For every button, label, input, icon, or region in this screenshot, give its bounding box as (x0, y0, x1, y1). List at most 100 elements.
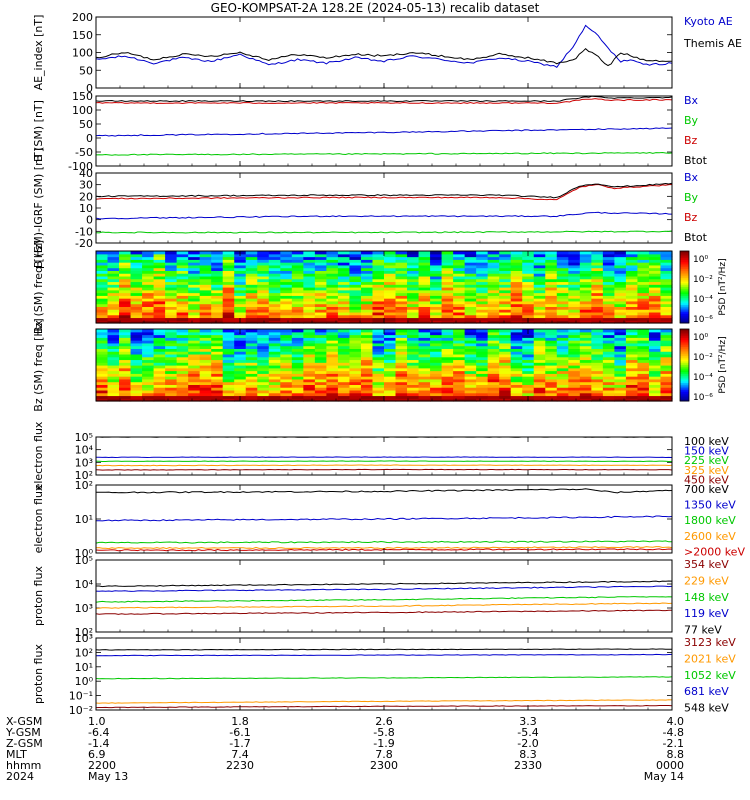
spectrogram-cell (188, 392, 201, 397)
spectrogram-cell (441, 273, 454, 277)
spectrogram-cell (326, 287, 339, 291)
colorbar-segment (680, 365, 689, 368)
spectrogram-cell (522, 373, 535, 377)
spectrogram-cell (130, 281, 143, 285)
spectrogram-cell (130, 267, 143, 271)
spectrogram-cell (591, 384, 604, 388)
spectrogram-cell (660, 309, 673, 313)
spectrogram-cell (522, 267, 535, 271)
spectrogram-cell (107, 384, 120, 388)
spectrogram-cell (165, 262, 178, 266)
spectrogram-cell (499, 381, 512, 385)
spectrogram-cell (533, 337, 546, 341)
spectrogram-cell (487, 309, 500, 313)
spectrogram-cell (188, 337, 201, 341)
spectrogram-cell (153, 337, 166, 341)
spectrogram-cell (637, 284, 650, 288)
spectrogram-cell (314, 365, 327, 369)
spectrogram-cell (487, 256, 500, 260)
spectrogram-cell (245, 392, 258, 397)
spectrogram-cell (407, 267, 420, 271)
spectrogram-cell (545, 398, 558, 402)
spectrogram-cell (291, 314, 304, 319)
spectrogram-cell (533, 353, 546, 358)
spectrogram-cell (349, 387, 362, 391)
spectrogram-cell (188, 270, 201, 274)
spectrogram-cell (637, 267, 650, 271)
y-tick-label: 10⁵ (75, 554, 93, 567)
spectrogram-cell (395, 256, 408, 260)
spectrogram-cell (245, 365, 258, 369)
spectrogram-cell (407, 295, 420, 299)
spectrogram-cell (591, 387, 604, 391)
spectrogram-cell (384, 303, 397, 307)
colorbar-segment (680, 272, 689, 275)
spectrogram-cell (660, 262, 673, 266)
spectrogram-cell (176, 259, 189, 263)
spectrogram-cell (384, 298, 397, 302)
spectrogram-cell (268, 384, 281, 388)
spectrogram-cell (591, 317, 604, 321)
spectrogram-cell (418, 253, 431, 258)
spectrogram-cell (222, 314, 235, 319)
spectrogram-cell (188, 351, 201, 355)
spectrogram-cell (499, 303, 512, 307)
spectrogram-cell (648, 337, 662, 341)
legend-label: Bz (684, 134, 698, 147)
spectrogram-cell (337, 362, 351, 366)
spectrogram-cell (372, 351, 385, 355)
spectrogram-cell (314, 281, 327, 285)
spectrogram-cell (119, 370, 132, 374)
spectrogram-cell (107, 309, 120, 313)
spectrogram-cell (625, 251, 639, 255)
spectrogram-cell (291, 387, 304, 391)
spectrogram-cell (360, 295, 374, 299)
spectrogram-cell (464, 253, 477, 258)
spectrogram-cell (614, 295, 627, 299)
spectrogram-cell (407, 334, 420, 338)
spectrogram-cell (303, 262, 316, 266)
spectrogram-cell (245, 376, 258, 380)
spectrogram-cell (119, 295, 132, 299)
spectrogram-cell (142, 342, 155, 347)
spectrogram-cell (222, 373, 235, 377)
spectrogram-cell (280, 373, 293, 377)
spectrogram-cell (360, 340, 374, 344)
spectrogram-cell (165, 356, 178, 361)
spectrogram-cell (96, 348, 109, 352)
spectrogram-cell (614, 376, 627, 380)
spectrogram-cell (625, 309, 639, 313)
spectrogram-cell (430, 314, 443, 319)
spectrogram-cell (130, 370, 143, 374)
colorbar-segment (680, 363, 689, 366)
spectrogram-cell (280, 309, 293, 313)
spectrogram-cell (257, 353, 270, 358)
spectrogram-cell (257, 251, 270, 255)
spectrogram-cell (234, 303, 247, 307)
spectrogram-cell (384, 289, 397, 294)
spectrogram-cell (487, 353, 500, 358)
spectrogram-cell (430, 262, 443, 266)
spectrogram-cell (648, 342, 662, 347)
spectrogram-cell (545, 251, 558, 255)
legend-label: By (684, 191, 699, 204)
spectrogram-cell (625, 334, 639, 338)
spectrogram-cell (568, 365, 581, 369)
spectrogram-cell (153, 298, 166, 302)
spectrogram-cell (349, 311, 362, 316)
colorbar-tick-label: 10⁻⁶ (693, 315, 713, 325)
spectrogram-cell (464, 398, 477, 402)
spectrogram-cell (372, 376, 385, 380)
spectrogram-cell (268, 306, 281, 310)
spectrogram-cell (107, 251, 120, 255)
spectrogram-cell (153, 348, 166, 352)
spectrogram-cell (384, 292, 397, 296)
spectrogram-cell (199, 262, 212, 266)
spectrogram-cell (372, 314, 385, 319)
spectrogram-cell (395, 303, 408, 307)
spectrogram-cell (453, 353, 466, 358)
spectrogram-cell (476, 253, 489, 258)
spectrogram-cell (430, 298, 443, 302)
spectrogram-cell (291, 306, 304, 310)
spectrogram-cell (637, 251, 650, 255)
